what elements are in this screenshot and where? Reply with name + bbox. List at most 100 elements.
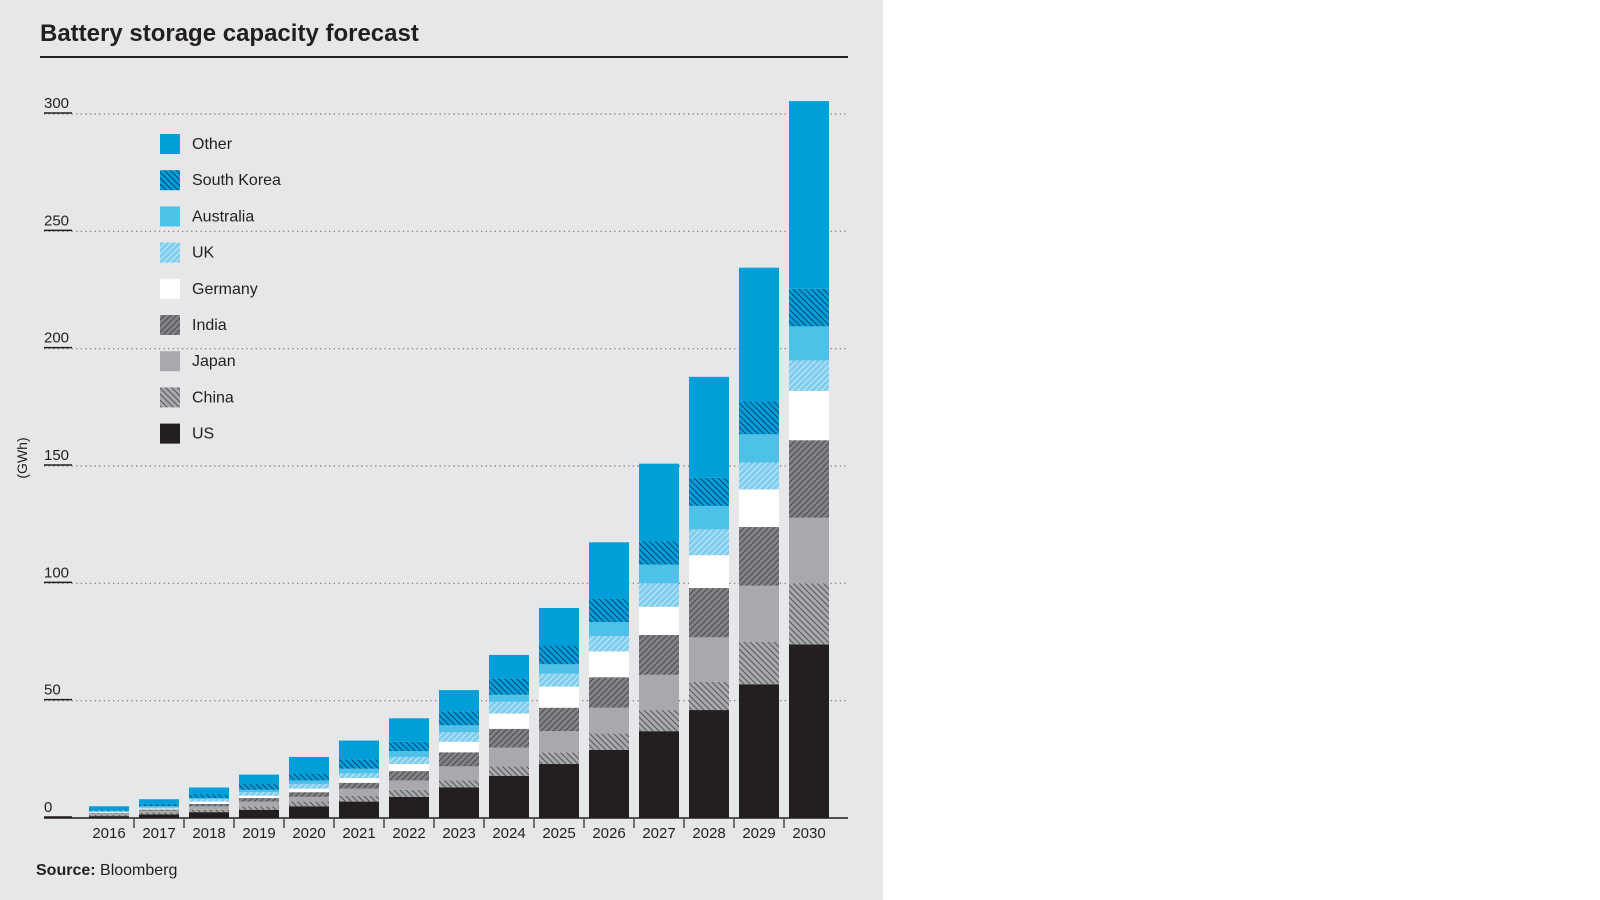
bar-stack-2023 (439, 690, 479, 818)
bar-us-2027 (639, 731, 679, 818)
bar-uk-2017 (139, 807, 179, 809)
bar-other-2017 (139, 799, 179, 804)
bar-south-korea-2027 (639, 541, 679, 565)
bar-germany-2019 (239, 795, 279, 799)
bar-china-2030 (789, 583, 829, 645)
bar-india-2030 (789, 440, 829, 518)
bar-other-2027 (639, 463, 679, 542)
bar-australia-2017 (139, 806, 179, 808)
bar-india-2016 (89, 813, 129, 814)
x-tick-label-2018: 2018 (192, 825, 225, 842)
source-label: Source: (36, 862, 96, 879)
bar-uk-2022 (389, 756, 429, 765)
bar-japan-2030 (789, 517, 829, 584)
bar-stack-2024 (489, 654, 529, 818)
bar-south-korea-2024 (489, 678, 529, 695)
bar-other-2018 (189, 787, 229, 795)
bar-stack-2022 (389, 718, 429, 818)
legend-swatch-us (160, 423, 180, 444)
bar-south-korea-2017 (139, 803, 179, 807)
legend-label-china: China (192, 389, 234, 406)
bar-germany-2020 (289, 788, 329, 793)
bar-us-2026 (589, 749, 629, 818)
bar-other-2023 (439, 690, 479, 712)
legend-swatch-south-korea (160, 170, 180, 191)
bar-germany-2027 (639, 606, 679, 635)
bar-germany-2021 (339, 778, 379, 783)
bar-uk-2027 (639, 583, 679, 607)
legend-label-us: US (192, 426, 214, 443)
bar-uk-2024 (489, 701, 529, 714)
bar-japan-2017 (139, 810, 179, 813)
bar-india-2021 (339, 782, 379, 789)
bar-uk-2029 (739, 462, 779, 490)
bar-japan-2018 (189, 806, 229, 810)
y-tick-label-200: 200 (44, 330, 69, 347)
bar-japan-2028 (689, 637, 729, 682)
legend-swatch-japan (160, 351, 180, 372)
legend-item-australia: Australia (160, 206, 254, 227)
bar-australia-2021 (339, 768, 379, 774)
bar-germany-2022 (389, 764, 429, 772)
bar-south-korea-2020 (289, 773, 329, 781)
bar-south-korea-2018 (189, 794, 229, 799)
bar-us-2029 (739, 684, 779, 818)
bar-australia-2030 (789, 326, 829, 361)
x-tick-label-2027: 2027 (642, 825, 675, 842)
bar-us-2030 (789, 644, 829, 818)
bar-uk-2025 (539, 673, 579, 687)
legend-swatch-india (160, 315, 180, 335)
bar-australia-2028 (689, 505, 729, 530)
bar-germany-2030 (789, 390, 829, 441)
y-tick-label-0: 0 (44, 799, 52, 816)
bar-india-2023 (439, 752, 479, 767)
bar-australia-2029 (739, 434, 779, 463)
bar-us-2016 (89, 816, 129, 818)
bar-germany-2029 (739, 489, 779, 528)
bar-australia-2023 (439, 725, 479, 733)
bar-australia-2019 (239, 789, 279, 793)
bar-india-2025 (539, 707, 579, 732)
bar-china-2029 (739, 642, 779, 685)
bar-south-korea-2021 (339, 759, 379, 769)
bar-south-korea-2028 (689, 477, 729, 506)
bar-south-korea-2016 (89, 809, 129, 811)
x-tick-label-2019: 2019 (242, 825, 275, 842)
bar-china-2020 (289, 801, 329, 807)
bar-south-korea-2030 (789, 288, 829, 327)
bar-japan-2019 (239, 801, 279, 807)
bar-south-korea-2022 (389, 741, 429, 752)
legend: Other South Korea Australia UK Germany India J… (160, 134, 281, 444)
bar-uk-2026 (589, 636, 629, 652)
bar-india-2022 (389, 771, 429, 781)
bar-other-2019 (239, 774, 279, 784)
bar-us-2025 (539, 764, 579, 818)
x-tick-label-2016: 2016 (92, 825, 125, 842)
bar-germany-2028 (689, 555, 729, 589)
bar-china-2027 (639, 710, 679, 732)
legend-label-germany: Germany (192, 281, 258, 298)
x-tick-label-2022: 2022 (392, 825, 425, 842)
bar-uk-2030 (789, 360, 829, 391)
bar-stack-2020 (289, 756, 329, 818)
axis-layer: 2016 2017 2018 2019 2020 2021 2022 2023 2024 2025… (44, 817, 848, 842)
bar-other-2016 (89, 806, 129, 810)
legend-swatch-germany (160, 278, 180, 299)
bar-china-2021 (339, 795, 379, 802)
bar-japan-2023 (439, 766, 479, 781)
x-tick-label-2021: 2021 (342, 825, 375, 842)
bar-china-2016 (89, 814, 129, 817)
legend-swatch-uk (160, 242, 180, 263)
bar-us-2020 (289, 806, 329, 818)
bar-south-korea-2026 (589, 598, 629, 623)
legend-item-india: India (160, 315, 227, 335)
bar-australia-2025 (539, 664, 579, 674)
bar-germany-2024 (489, 713, 529, 729)
bar-other-2030 (789, 101, 829, 289)
legend-label-japan: Japan (192, 353, 236, 370)
bar-stack-2021 (339, 740, 379, 818)
bar-japan-2025 (539, 731, 579, 753)
bar-other-2021 (339, 740, 379, 760)
legend-swatch-china (160, 387, 180, 408)
x-tick-label-2024: 2024 (492, 825, 525, 842)
